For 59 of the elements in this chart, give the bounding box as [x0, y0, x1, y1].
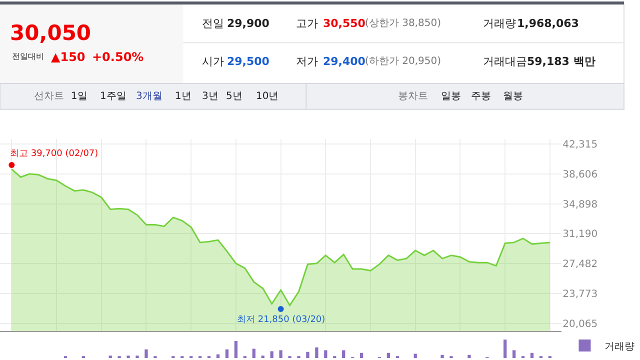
text: 29,500 [227, 55, 270, 68]
text: 월봉 [503, 91, 523, 102]
bar [144, 349, 148, 358]
text: 저가 [296, 55, 318, 68]
bar [225, 349, 229, 358]
text: 봉차트 [398, 91, 428, 102]
text: 10년 [256, 91, 279, 102]
text: 29,400 [323, 55, 366, 68]
text: 3년 [202, 91, 218, 102]
bar [512, 350, 516, 358]
text: 59,183 백만 [527, 55, 596, 68]
bar [440, 354, 444, 358]
text: 30,550 [323, 17, 366, 30]
text: 고가 [296, 17, 318, 30]
y-tick-label: 42,315 [562, 139, 598, 150]
text: 일봉 [441, 91, 461, 102]
y-tick-label: 31,190 [562, 229, 598, 240]
y-tick-label: 27,482 [562, 259, 598, 270]
bar [386, 352, 390, 358]
y-tick-label: 23,773 [562, 288, 598, 300]
text: (상한가 38,850) [365, 18, 442, 29]
text: 시가 [202, 55, 224, 68]
text: 주봉 [471, 91, 491, 102]
bar [306, 352, 310, 358]
text: 1주일 [100, 91, 126, 102]
bar [414, 354, 417, 358]
text: 거래대금 [483, 55, 527, 68]
annotation: 최고 39,700 (02/07) [10, 149, 98, 159]
text: ▲150 [51, 50, 86, 64]
text: 전일대비 [12, 52, 44, 61]
text: 1,968,063 [517, 17, 579, 30]
bar [216, 354, 220, 358]
bar [252, 348, 256, 358]
y-tick-label: 20,065 [562, 318, 598, 330]
y-tick-label: 38,606 [562, 169, 598, 180]
bar [324, 350, 328, 358]
bar [342, 350, 346, 358]
bar [468, 354, 471, 358]
text: 1년 [175, 91, 192, 102]
text: 5년 [226, 91, 242, 102]
text: (하한가 20,950) [365, 56, 442, 67]
bar [530, 352, 534, 358]
bar [504, 340, 507, 358]
text: 선차트 [34, 91, 64, 102]
text: 거래량 [483, 17, 516, 30]
annotation: 최저 21,850 (03/20) [237, 315, 326, 325]
text: 3개월 [136, 91, 162, 102]
y-tick-label: 34,898 [562, 199, 598, 210]
bar [279, 350, 282, 358]
text: 30,050 [10, 21, 92, 45]
bar [315, 347, 318, 358]
text: 1일 [71, 91, 88, 102]
bar [234, 341, 238, 358]
text: 29,900 [227, 17, 270, 30]
bar [360, 352, 364, 358]
text: 전일 [202, 17, 224, 30]
legend-label: 거래량 [604, 341, 635, 352]
bar [270, 351, 274, 358]
text: +0.50% [92, 50, 144, 64]
